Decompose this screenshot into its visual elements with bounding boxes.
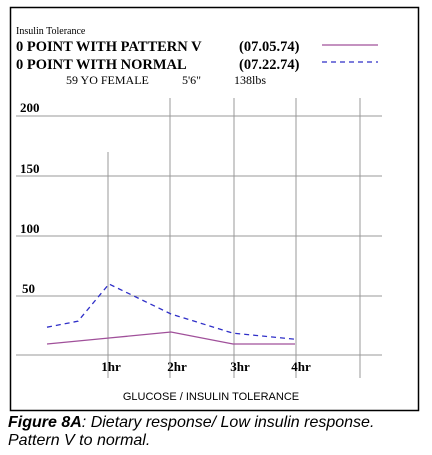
horizontal-gridlines <box>16 115 382 356</box>
x-tick-4hr: 4hr <box>291 359 311 374</box>
series-line-normal <box>46 283 296 340</box>
figure-caption: Figure 8A: Dietary response/ Low insulin… <box>8 414 418 450</box>
x-tick-1hr: 1hr <box>101 359 121 374</box>
chart-frame <box>9 6 420 412</box>
legend-date-normal: (07.22.74) <box>239 57 300 73</box>
patient-weight: 138lbs <box>234 73 266 87</box>
patient-height: 5'6" <box>182 73 201 87</box>
caption-text: : Dietary response/ Low insulin response… <box>8 414 375 449</box>
legend-label-pattern-v: 0 POINT WITH PATTERN V <box>16 39 202 55</box>
legend-label-normal: 0 POINT WITH NORMAL <box>16 57 187 73</box>
vertical-gridlines <box>107 98 361 378</box>
y-tick-200: 200 <box>20 100 40 115</box>
chart-title: Insulin Tolerance <box>16 26 86 37</box>
y-tick-50: 50 <box>22 281 35 296</box>
y-tick-150: 150 <box>20 161 40 176</box>
chart: Insulin Tolerance 0 POINT WITH PATTERN V… <box>9 6 420 412</box>
x-axis-title: GLUCOSE / INSULIN TOLERANCE <box>123 391 299 403</box>
x-tick-2hr: 2hr <box>167 359 187 374</box>
y-tick-100: 100 <box>20 221 40 236</box>
patient-info: 59 YO FEMALE <box>66 73 149 87</box>
x-tick-3hr: 3hr <box>230 359 250 374</box>
legend-date-pattern-v: (07.05.74) <box>239 39 300 55</box>
series-layer <box>46 283 296 345</box>
caption-lead: Figure 8A <box>8 414 82 431</box>
series-line-pattern-v <box>46 331 295 345</box>
